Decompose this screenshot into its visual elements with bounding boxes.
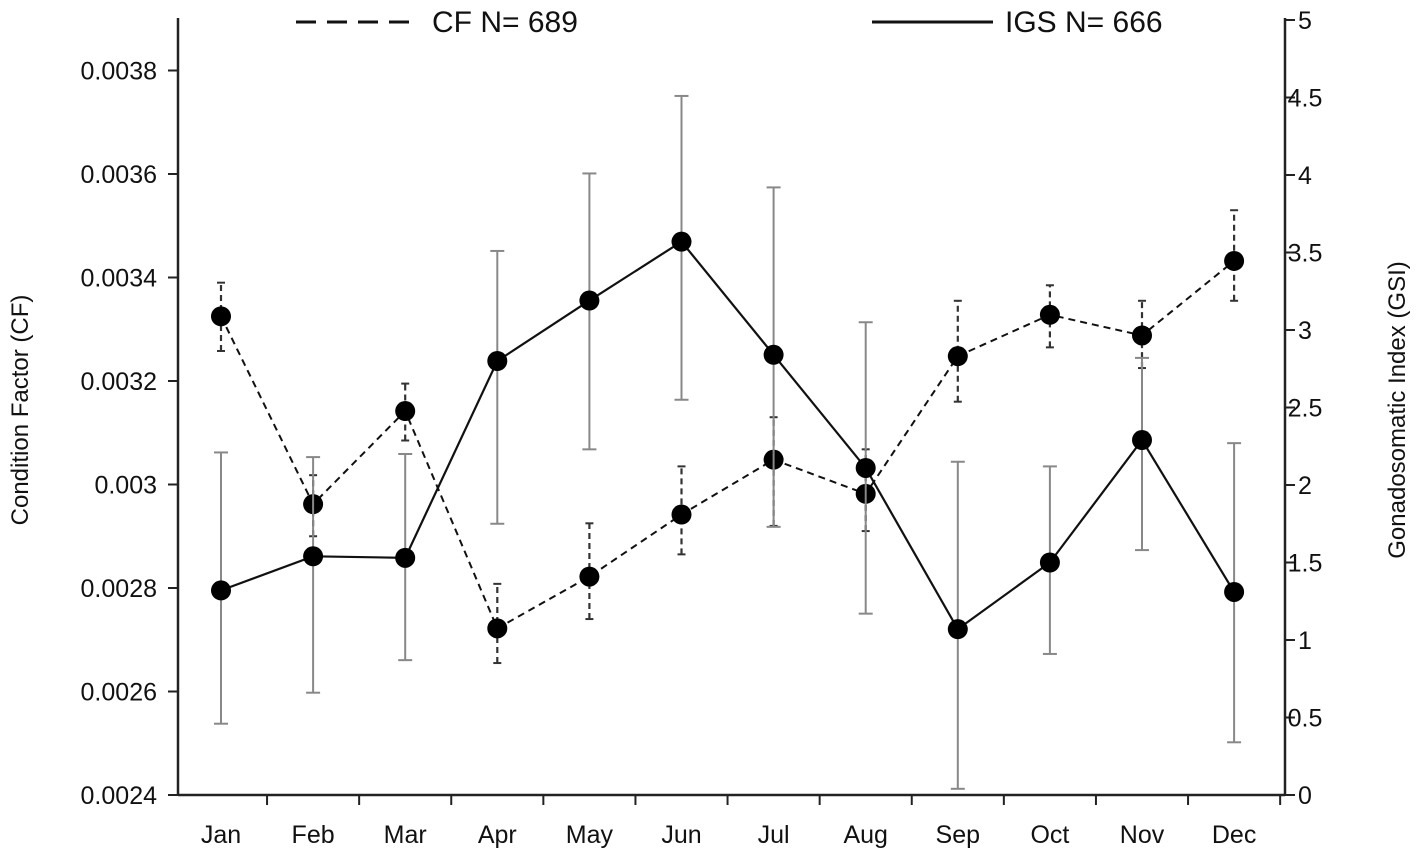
left-axis-title: Condition Factor (CF) <box>7 295 34 526</box>
data-point <box>211 580 231 601</box>
left-tick-label: 0.0024 <box>81 782 158 810</box>
data-point <box>487 351 508 371</box>
series-igs <box>211 94 1245 790</box>
data-point <box>671 231 692 252</box>
data-point <box>763 344 784 365</box>
data-point <box>1039 304 1060 325</box>
right-tick-label: 4 <box>1298 162 1312 190</box>
data-point <box>1224 581 1245 602</box>
x-tick-label: Apr <box>478 821 517 849</box>
right-tick-label: 2.5 <box>1288 395 1323 423</box>
left-tick-label: 0.0026 <box>81 679 157 707</box>
data-point <box>211 306 231 327</box>
x-tick-label: Aug <box>843 821 887 849</box>
data-point <box>1039 552 1060 573</box>
data-point <box>579 566 600 587</box>
right-tick-label: 3 <box>1298 317 1312 345</box>
data-point <box>395 401 416 422</box>
left-tick-label: 0.0034 <box>81 265 158 293</box>
legend: CF N= 689 IGS N= 666 <box>296 6 1163 39</box>
x-tick-label: Jun <box>661 821 701 849</box>
right-tick-label: 0.5 <box>1288 705 1323 733</box>
data-point <box>395 547 416 568</box>
left-tick-label: 0.0036 <box>81 161 157 189</box>
data-point <box>671 504 692 525</box>
data-point <box>487 618 508 639</box>
x-tick-label: Dec <box>1212 821 1256 849</box>
data-point <box>947 619 968 640</box>
axes: 0.0024 0.0026 0.0028 0.003 0.0032 0.0034 0.003… <box>7 7 1411 849</box>
data-point <box>855 457 876 478</box>
series-line <box>220 260 1235 630</box>
left-tick-label: 0.0038 <box>81 58 157 86</box>
x-tick-label: Oct <box>1030 821 1069 849</box>
data-point <box>303 546 324 567</box>
right-tick-label: 1.5 <box>1288 550 1323 578</box>
x-tick-label: Mar <box>384 821 427 849</box>
data-point <box>1224 250 1245 271</box>
right-tick-label: 3.5 <box>1288 240 1323 268</box>
right-tick-label: 4.5 <box>1288 85 1323 113</box>
left-tick-label: 0.003 <box>94 472 157 500</box>
series-cf <box>211 209 1245 665</box>
legend-label-igs: IGS N= 666 <box>1005 6 1163 39</box>
right-tick-label: 0 <box>1298 782 1312 810</box>
x-tick-label: Sep <box>936 821 980 849</box>
right-tick-label: 5 <box>1298 7 1312 35</box>
data-point <box>1132 430 1152 451</box>
right-axis-title: Gonadosomatic Index (GSI) <box>1384 261 1411 558</box>
right-tick-label: 1 <box>1298 627 1312 655</box>
left-tick-label: 0.0032 <box>81 368 157 396</box>
legend-label-cf: CF N= 689 <box>432 6 578 39</box>
data-point <box>579 290 600 311</box>
x-tick-label: Feb <box>292 821 335 849</box>
series-layer <box>211 94 1245 790</box>
left-tick-label: 0.0028 <box>81 575 157 603</box>
x-tick-label: Jul <box>758 821 790 849</box>
x-tick-label: Nov <box>1120 821 1165 849</box>
x-tick-label: Jan <box>201 821 241 849</box>
data-point <box>1132 325 1152 346</box>
data-point <box>947 346 968 367</box>
series-line <box>220 240 1236 631</box>
right-tick-label: 2 <box>1298 472 1312 500</box>
x-tick-label: May <box>566 821 614 849</box>
